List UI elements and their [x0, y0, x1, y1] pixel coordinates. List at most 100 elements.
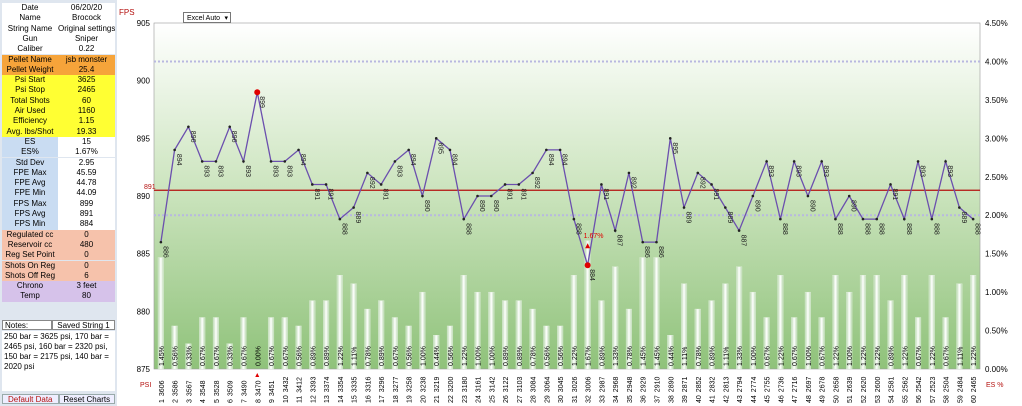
fps-point[interactable] [930, 217, 934, 221]
fps-point[interactable] [531, 171, 534, 175]
sidebar-row-value[interactable]: Brocock [72, 13, 101, 23]
fps-point[interactable] [889, 183, 892, 186]
fps-point[interactable] [902, 217, 906, 221]
fps-point[interactable] [751, 194, 755, 198]
reset-charts-button[interactable]: Reset Charts [58, 394, 115, 404]
sidebar-row-value[interactable]: 1160 [77, 106, 96, 115]
fps-point[interactable] [503, 183, 507, 186]
fps-point[interactable] [779, 217, 782, 221]
fps-point[interactable] [572, 217, 576, 221]
sidebar-row-value[interactable]: 0 [84, 260, 89, 270]
fps-point[interactable] [434, 137, 438, 140]
sidebar-row-value[interactable]: 60 [82, 95, 91, 105]
sidebar-row-value[interactable]: 44.09 [58, 188, 115, 199]
fps-point[interactable] [820, 160, 823, 163]
sidebar-row-value[interactable]: 0 [84, 229, 89, 239]
fps-point[interactable] [173, 148, 176, 152]
es-bar [694, 308, 701, 370]
fps-point[interactable] [200, 160, 204, 163]
fps-point[interactable] [765, 160, 768, 163]
fps-point[interactable] [696, 171, 700, 175]
sidebar-row-value[interactable]: 899 [58, 198, 115, 209]
sidebar-row-value[interactable]: 884 [58, 219, 115, 230]
sidebar-row-value[interactable]: 0.22 [78, 44, 95, 54]
sidebar-row-value[interactable]: 891 [58, 209, 115, 220]
fps-point[interactable] [324, 183, 328, 186]
notes-text[interactable]: 250 bar = 3625 psi, 170 bar = 2465 psi, … [2, 331, 115, 391]
y-tick-label: 895 [137, 134, 151, 143]
fps-point[interactable] [338, 217, 342, 221]
fps-extreme-point[interactable] [584, 262, 591, 269]
fps-point[interactable] [269, 160, 273, 163]
sidebar-row-value[interactable]: 1.67% [58, 147, 115, 158]
sidebar-row-value[interactable]: 19.33 [76, 126, 97, 136]
fps-point[interactable] [971, 217, 975, 221]
fps-point[interactable] [710, 183, 713, 186]
fps-point[interactable] [517, 183, 521, 186]
fps-point[interactable] [641, 240, 645, 244]
default-data-button[interactable]: Default Data [2, 394, 59, 404]
sidebar-row-value[interactable]: 2465 [77, 85, 96, 95]
fps-point[interactable] [944, 160, 947, 163]
fps-point[interactable] [407, 148, 410, 152]
fps-point[interactable] [366, 171, 369, 175]
sidebar-row-value[interactable]: 44.78 [58, 178, 115, 189]
fps-point[interactable] [187, 125, 190, 129]
fps-point[interactable] [861, 217, 865, 221]
saved-string-label[interactable]: Saved String 1 [52, 320, 115, 330]
fps-point[interactable] [792, 160, 796, 163]
fps-point[interactable] [476, 194, 479, 198]
fps-point[interactable] [558, 148, 562, 152]
fps-point[interactable] [214, 160, 218, 163]
sidebar-row-label: Reservoir cc [7, 239, 53, 249]
fps-point[interactable] [421, 194, 424, 198]
fps-point[interactable] [875, 217, 879, 221]
sidebar-row-value[interactable]: 25.4 [78, 64, 95, 74]
sidebar-row-value[interactable]: 1.15 [78, 116, 95, 126]
fps-point[interactable] [737, 229, 741, 232]
fps-point[interactable] [228, 125, 232, 129]
sidebar-row-value[interactable]: 45.59 [58, 167, 115, 179]
fps-point[interactable] [379, 183, 383, 186]
fps-point[interactable] [311, 183, 314, 186]
sidebar-row-value[interactable]: 2.95 [58, 157, 115, 168]
fps-point[interactable] [916, 160, 920, 163]
fps-point[interactable] [806, 194, 810, 198]
x-tick-label: 52 2620 [861, 377, 868, 403]
fps-point[interactable] [242, 160, 245, 163]
fps-point[interactable] [283, 160, 287, 163]
sidebar-row-value[interactable]: 15 [58, 136, 115, 148]
sidebar-row-value[interactable]: 3625 [77, 75, 96, 85]
fps-point[interactable] [724, 206, 727, 209]
sidebar-row-value[interactable]: 6 [84, 270, 89, 280]
fps-point[interactable] [297, 148, 300, 152]
fps-point[interactable] [462, 217, 466, 221]
es-percent-label: 1.22% [902, 346, 909, 366]
fps-point[interactable] [159, 240, 163, 244]
fps-point[interactable] [655, 240, 658, 244]
fps-point[interactable] [600, 183, 603, 186]
sidebar-row-value[interactable]: 06/20/20 [70, 3, 103, 12]
fps-point[interactable] [545, 148, 548, 152]
fps-point[interactable] [958, 206, 961, 209]
sidebar-row-value[interactable]: jsb monster [65, 54, 108, 64]
fps-extreme-point[interactable] [254, 89, 261, 96]
fps-point[interactable] [627, 171, 631, 175]
fps-point[interactable] [682, 206, 686, 209]
fps-point[interactable] [448, 148, 452, 152]
fps-point[interactable] [352, 206, 355, 209]
shot-psi: 2600 [875, 377, 882, 393]
sidebar-row-value[interactable]: 80 [82, 291, 91, 301]
fps-point[interactable] [834, 217, 837, 221]
scale-dropdown[interactable]: Excel Auto ▾ [183, 12, 231, 23]
sidebar-row-value[interactable]: 3 feet [76, 281, 97, 291]
fps-point[interactable] [847, 194, 851, 198]
fps-point[interactable] [613, 229, 617, 232]
fps-point[interactable] [489, 194, 493, 198]
sidebar-row-value[interactable]: 480 [79, 239, 94, 249]
sidebar-row-value[interactable]: Sniper [74, 33, 99, 43]
sidebar-row-value[interactable]: 0 [84, 250, 89, 260]
fps-point[interactable] [668, 137, 672, 140]
sidebar-row-value[interactable]: Original settings [58, 23, 115, 33]
fps-point[interactable] [393, 160, 397, 163]
